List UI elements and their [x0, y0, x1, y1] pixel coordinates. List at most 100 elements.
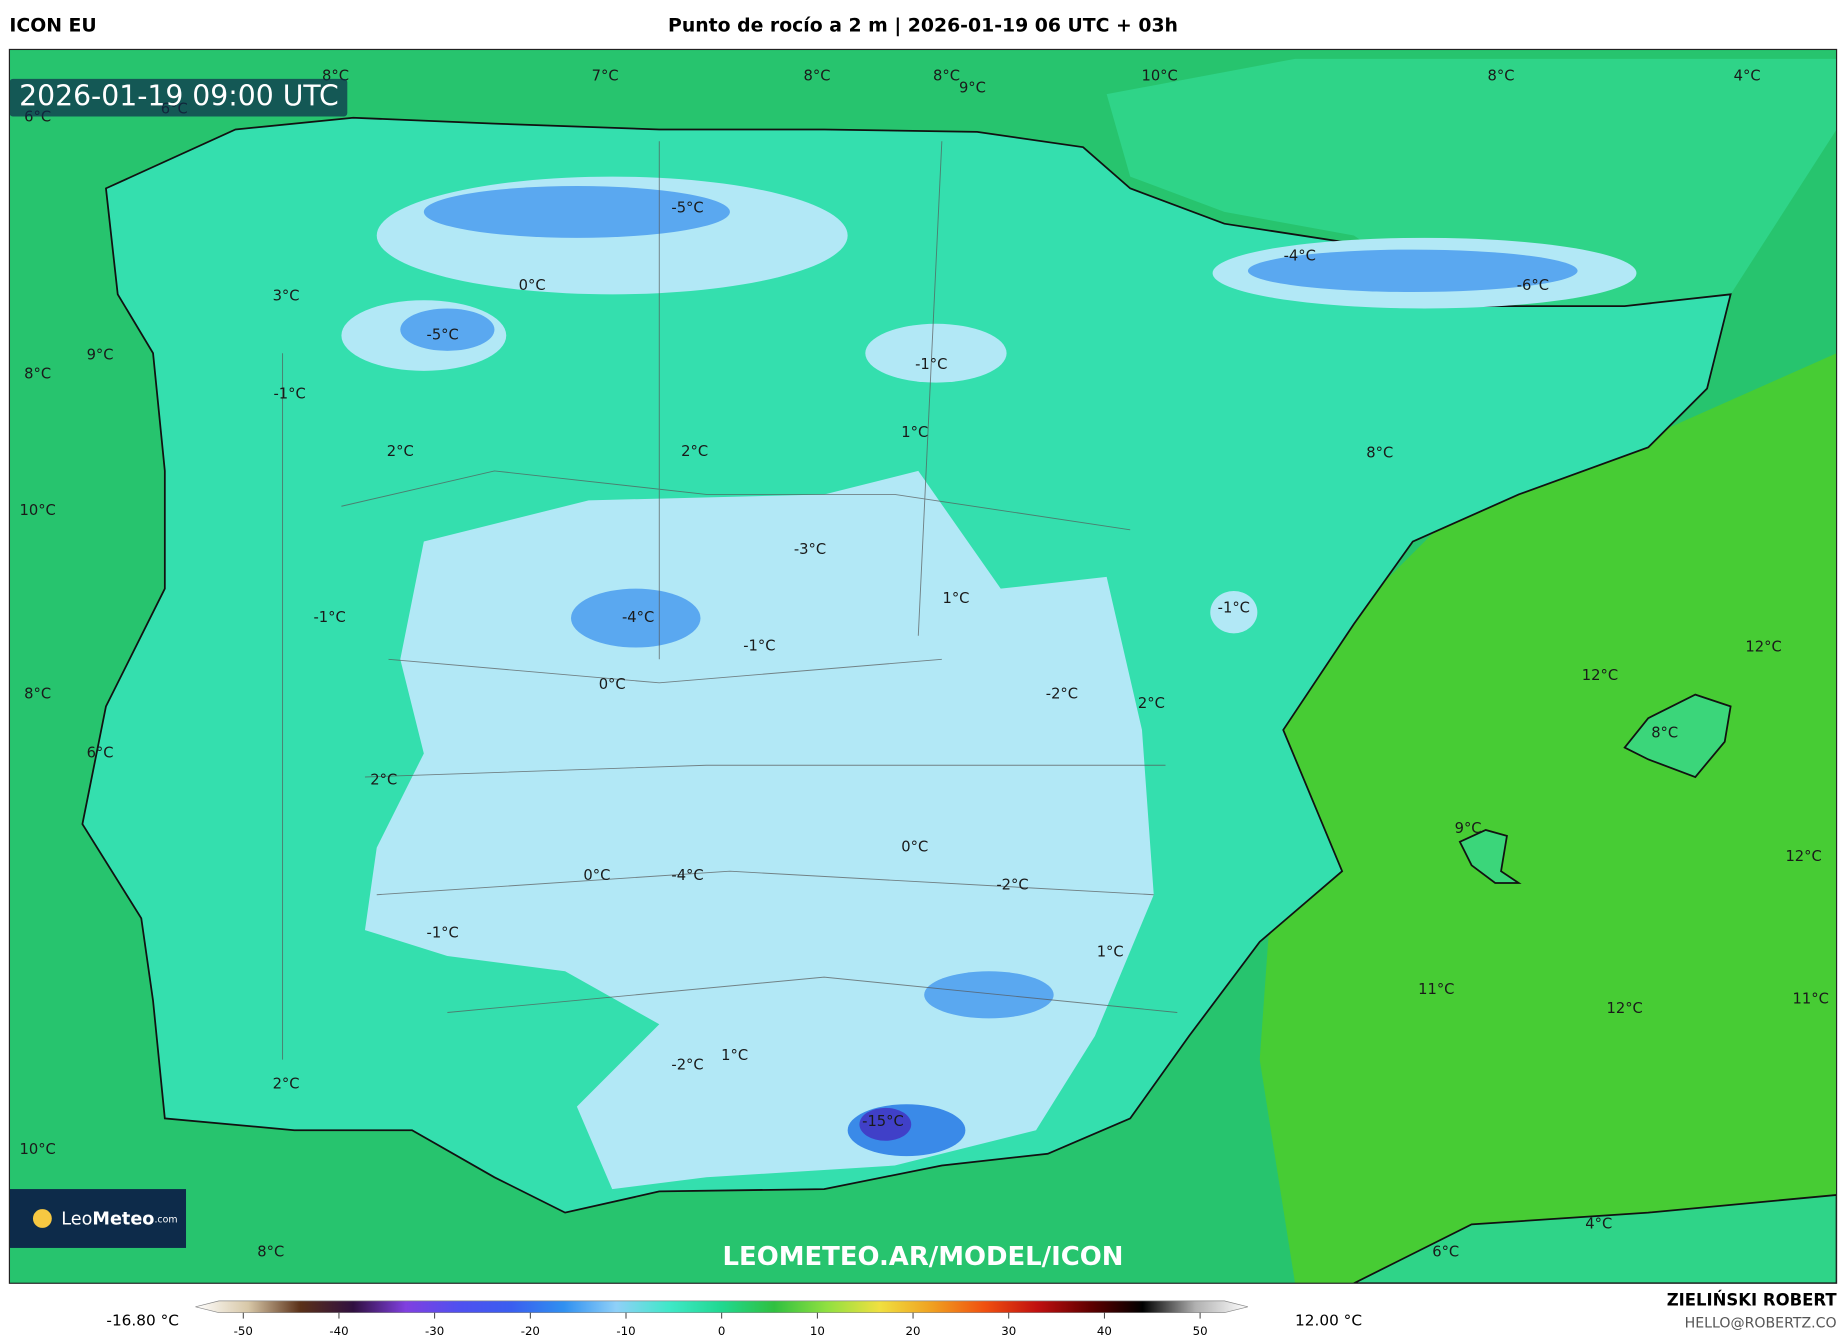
- logo-suffix: .com: [154, 1214, 177, 1225]
- ebro-dew: [865, 323, 1007, 383]
- contour-labels: 8°C7°C8°C8°C9°C10°C8°C4°C6°C6°C-5°C0°C3°…: [20, 68, 1829, 1261]
- contour-label: 0°C: [583, 867, 610, 884]
- contour-label: 12°C: [1745, 639, 1781, 656]
- contour-label: 11°C: [1793, 991, 1829, 1008]
- contour-label: 0°C: [599, 676, 626, 693]
- logo-name: Leo: [61, 1210, 92, 1230]
- valid-time: 2026-01-19 09:00 UTC: [19, 80, 339, 113]
- contour-label: 9°C: [1455, 820, 1482, 837]
- france: [1106, 58, 1837, 312]
- logo: LeoMeteo.com: [61, 1210, 177, 1230]
- contour-label: -15°C: [862, 1113, 904, 1130]
- colorbar-tick-label: -20: [521, 1324, 540, 1338]
- logo-sun: [32, 1209, 52, 1228]
- contour-label: 8°C: [24, 686, 51, 703]
- contour-label: -4°C: [1284, 248, 1316, 265]
- contour-label: 2°C: [1138, 695, 1165, 712]
- contour-label: -4°C: [671, 867, 703, 884]
- contour-label: -1°C: [427, 925, 459, 942]
- contour-label: 8°C: [933, 68, 960, 85]
- cold-core: [570, 588, 701, 648]
- contour-label: -1°C: [314, 609, 346, 626]
- contour-label: 6°C: [87, 744, 114, 761]
- contour-label: -6°C: [1517, 277, 1549, 294]
- contour-label: 12°C: [1607, 1000, 1643, 1017]
- contour-label: 4°C: [1585, 1215, 1612, 1232]
- contour-label: 2°C: [273, 1075, 300, 1092]
- time-box: [9, 78, 348, 117]
- contour-label: 1°C: [901, 424, 928, 441]
- contour-label: -3°C: [794, 541, 826, 558]
- colorbar-tick-label: 0: [718, 1324, 726, 1338]
- chart-title: Punto de rocío a 2 m | 2026-01-19 06 UTC…: [668, 15, 1178, 36]
- colorbar-tick-label: -10: [616, 1324, 635, 1338]
- colorbar-tick-label: 50: [1193, 1324, 1208, 1338]
- colorbar-tick-label: -50: [234, 1324, 253, 1338]
- contour-label: -4°C: [622, 609, 654, 626]
- colorbar: [195, 1300, 1249, 1314]
- colorbar-tick-label: 40: [1097, 1324, 1112, 1338]
- contour-label: -2°C: [671, 1056, 703, 1073]
- contour-label: 3°C: [273, 288, 300, 305]
- author: ZIELIŃSKI ROBERT: [1667, 1290, 1838, 1309]
- contour-label: 10°C: [20, 502, 56, 519]
- contour-label: 12°C: [1582, 667, 1618, 684]
- contour-label: 1°C: [721, 1047, 748, 1064]
- contour-label: 2°C: [681, 443, 708, 460]
- colorbar-tick-label: -40: [329, 1324, 348, 1338]
- coast-dew: [1210, 591, 1258, 634]
- colorbar-max: 12.00 °C: [1295, 1311, 1362, 1329]
- colorbar-tick-label: 10: [810, 1324, 825, 1338]
- contour-label: 11°C: [1418, 981, 1454, 998]
- contour-label: 4°C: [1734, 68, 1761, 85]
- contour-label: -2°C: [1046, 686, 1078, 703]
- ibiza: [1458, 829, 1522, 884]
- contour-label: 10°C: [20, 1141, 56, 1158]
- africa: [1353, 1194, 1837, 1284]
- contour-label: -5°C: [671, 199, 703, 216]
- contour-label: 6°C: [1432, 1244, 1459, 1261]
- map-frame: [8, 48, 1838, 1284]
- contour-label: 8°C: [1488, 68, 1515, 85]
- contour-label: -1°C: [273, 385, 305, 402]
- cold-core: [859, 1107, 912, 1141]
- contour-label: -2°C: [996, 876, 1028, 893]
- contour-label: 9°C: [87, 347, 114, 364]
- map: 8°C7°C8°C8°C9°C10°C8°C4°C6°C6°C-5°C0°C3°…: [9, 49, 1837, 1284]
- cold-core: [423, 186, 730, 238]
- contour-label: 2°C: [370, 772, 397, 789]
- contour-label: 8°C: [257, 1244, 284, 1261]
- contour-label: -1°C: [1218, 600, 1250, 617]
- watermark: LEOMETEO.AR/MODEL/ICON: [723, 1242, 1124, 1272]
- colorbar-tick-label: -30: [425, 1324, 444, 1338]
- contour-label: -1°C: [915, 356, 947, 373]
- contour-label: 2°C: [387, 443, 414, 460]
- contour-label: 9°C: [959, 79, 986, 96]
- email: HELLO@ROBERTZ.CO: [1685, 1315, 1837, 1331]
- model-name: ICON EU: [9, 15, 96, 36]
- colorbar-tick-label: 20: [906, 1324, 921, 1338]
- contour-label: 8°C: [1651, 724, 1678, 741]
- contour-label: 10°C: [1141, 68, 1177, 85]
- contour-label: 1°C: [942, 590, 969, 607]
- contour-label: 8°C: [804, 68, 831, 85]
- cold-core: [400, 308, 495, 351]
- contour-label: 7°C: [592, 68, 619, 85]
- contour-label: -5°C: [427, 327, 459, 344]
- contour-label: 0°C: [519, 277, 546, 294]
- mediterranean: [1259, 353, 1837, 1284]
- contour-label: 0°C: [901, 839, 928, 856]
- contour-label: 8°C: [1366, 444, 1393, 461]
- contour-label: 1°C: [1097, 943, 1124, 960]
- contour-label: 8°C: [24, 365, 51, 382]
- colorbar-min: -16.80 °C: [106, 1311, 179, 1329]
- logo-bold: Meteo: [92, 1210, 154, 1230]
- cold-core: [1247, 249, 1578, 292]
- colorbar-tick-label: 30: [1001, 1324, 1016, 1338]
- borders: [282, 141, 1178, 1060]
- cold-core: [924, 971, 1054, 1019]
- colorbar-ticks: -50 -40 -30 -20 -10 0 10 20 30 40 50: [234, 1312, 1208, 1338]
- contour-label: -1°C: [743, 637, 775, 654]
